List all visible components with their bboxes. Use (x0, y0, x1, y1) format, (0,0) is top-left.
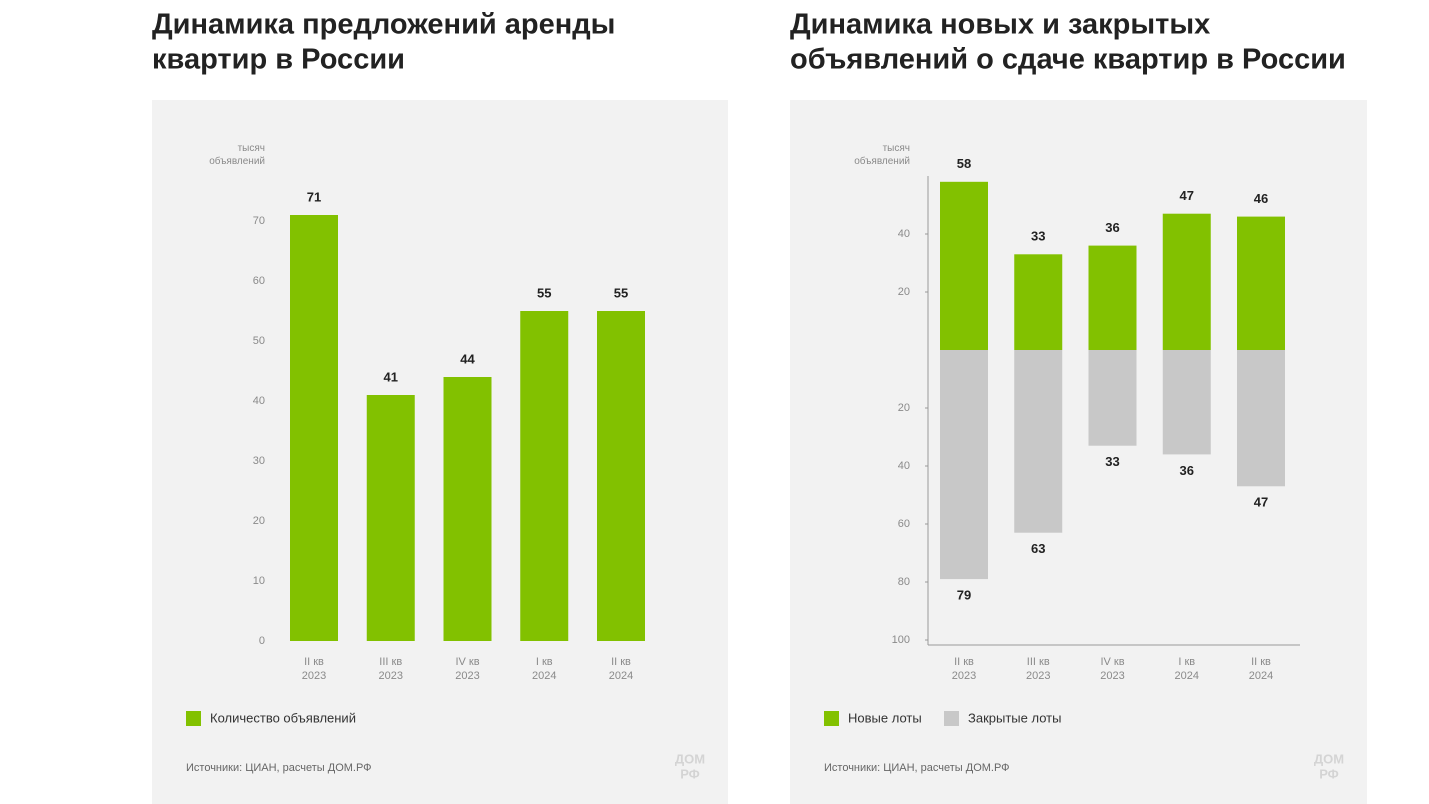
chart-title: объявлений о сдаче квартир в России (790, 44, 1346, 76)
y-tick-label: 80 (898, 576, 910, 588)
y-tick-label: 20 (898, 402, 910, 414)
bar (520, 311, 569, 641)
x-tick-label: IV кв 2023 (455, 656, 480, 682)
bar (366, 395, 415, 641)
y-tick-label: 20 (253, 515, 265, 527)
bar (1162, 350, 1211, 455)
data-label: 71 (307, 189, 321, 204)
x-tick-label: III кв 2023 (378, 656, 403, 682)
source: Источники: ЦИАН, расчеты ДОМ.РФ (186, 762, 372, 774)
legend-swatch (944, 711, 959, 726)
source: Источники: ЦИАН, расчеты ДОМ.РФ (824, 762, 1010, 774)
chart-title: квартир в России (152, 44, 405, 76)
chart-title: Динамика предложений аренды (152, 9, 615, 41)
y-tick-label: 70 (253, 215, 265, 227)
bar (1162, 213, 1211, 350)
data-label: 63 (1031, 541, 1045, 556)
legend-label: Количество объявлений (210, 710, 356, 725)
x-tick-label: II кв 2024 (1248, 656, 1274, 682)
data-label: 44 (460, 351, 475, 366)
y-tick-label: 40 (898, 460, 910, 472)
y-tick-label: 30 (253, 455, 265, 467)
x-tick-label: II кв 2023 (951, 656, 977, 682)
chart-title: Динамика новых и закрытых (790, 9, 1210, 41)
data-label: 55 (537, 285, 551, 300)
data-label: 36 (1180, 463, 1194, 478)
data-label: 41 (384, 369, 398, 384)
bar (1014, 350, 1063, 533)
y-tick-label: 0 (259, 635, 265, 647)
y-tick-label: 20 (898, 286, 910, 298)
x-tick-label: II кв 2024 (608, 656, 634, 682)
y-tick-label: 50 (253, 335, 265, 347)
data-label: 36 (1105, 220, 1119, 235)
legend-swatch (824, 711, 839, 726)
y-axis-label: тысяч объявлений (209, 143, 265, 167)
logo: ДОМ (1314, 751, 1344, 766)
data-label: 79 (957, 588, 971, 603)
bar (1237, 350, 1285, 487)
y-tick-label: 60 (898, 518, 910, 530)
x-tick-label: IV кв 2023 (1100, 656, 1125, 682)
x-tick-label: I кв 2024 (1174, 656, 1199, 682)
y-tick-label: 10 (253, 575, 265, 587)
x-tick-label: III кв 2023 (1026, 656, 1051, 682)
x-tick-label: II кв 2023 (301, 656, 327, 682)
y-axis-label: тысяч объявлений (854, 143, 910, 167)
logo: ДОМ (675, 751, 705, 766)
bar (1014, 254, 1063, 350)
bar (1088, 350, 1137, 446)
y-tick-label: 40 (253, 395, 265, 407)
legend-swatch (186, 711, 201, 726)
y-tick-label: 100 (892, 634, 910, 646)
y-tick-label: 60 (253, 275, 265, 287)
bar (940, 181, 988, 350)
data-label: 33 (1105, 454, 1119, 469)
y-tick-label: 40 (898, 228, 910, 240)
logo: РФ (680, 766, 700, 781)
bar (443, 377, 492, 641)
data-label: 47 (1254, 495, 1268, 510)
data-label: 55 (614, 285, 628, 300)
data-label: 58 (957, 156, 971, 171)
data-label: 33 (1031, 229, 1045, 244)
bar (940, 350, 988, 580)
bar (1088, 245, 1137, 350)
logo: РФ (1319, 766, 1339, 781)
bar (597, 311, 645, 641)
bar (1237, 216, 1285, 350)
data-label: 47 (1180, 188, 1194, 203)
legend-label: Закрытые лоты (968, 710, 1061, 725)
legend-label: Новые лоты (848, 710, 922, 725)
x-tick-label: I кв 2024 (532, 656, 557, 682)
data-label: 46 (1254, 191, 1268, 206)
bar (290, 215, 338, 641)
